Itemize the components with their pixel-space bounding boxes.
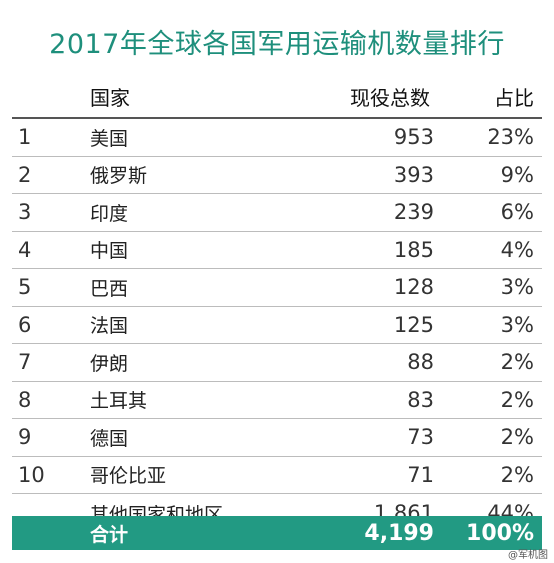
count-cell: 125	[393, 312, 434, 337]
country-cell: 印度	[90, 202, 129, 225]
share-cell: 9%	[500, 162, 534, 187]
count-cell: 88	[407, 350, 434, 375]
rank-cell: 6	[18, 312, 32, 337]
rank-cell: 3	[18, 200, 32, 225]
share-cell: 2%	[500, 425, 534, 450]
share-cell: 3%	[500, 312, 534, 337]
country-cell: 德国	[90, 427, 129, 450]
count-cell: 128	[393, 275, 434, 300]
table-header: 国家 现役总数 占比	[12, 76, 542, 119]
count-cell: 185	[393, 237, 434, 262]
count-cell: 239	[393, 200, 434, 225]
country-cell: 哥伦比亚	[90, 465, 167, 488]
table-row: 8 土耳其 83 2%	[12, 382, 542, 419]
ranking-table: 国家 现役总数 占比 1 美国 953 23% 2 俄罗斯 393 9% 3 印…	[12, 76, 542, 532]
page-title: 2017年全球各国军用运输机数量排行	[49, 29, 505, 60]
rank-cell: 9	[18, 425, 32, 450]
share-cell: 2%	[500, 350, 534, 375]
country-cell: 伊朗	[90, 352, 129, 375]
rank-cell: 10	[18, 462, 45, 487]
country-cell: 美国	[90, 127, 129, 150]
header-share: 占比	[494, 86, 534, 110]
share-cell: 23%	[487, 125, 534, 150]
count-cell: 83	[407, 387, 434, 412]
rank-cell: 2	[18, 162, 32, 187]
count-cell: 73	[407, 425, 434, 450]
header-count: 现役总数	[350, 86, 430, 110]
rank-cell: 7	[18, 350, 32, 375]
share-cell: 6%	[500, 200, 534, 225]
watermark: @军机图	[508, 550, 548, 561]
share-cell: 3%	[500, 275, 534, 300]
rank-cell: 5	[18, 275, 32, 300]
country-cell: 中国	[90, 240, 129, 263]
table-row: 3 印度 239 6%	[12, 194, 542, 232]
count-cell: 71	[407, 462, 434, 487]
total-label: 合计	[90, 523, 129, 546]
table-row: 9 德国 73 2%	[12, 419, 542, 457]
header-country: 国家	[90, 86, 130, 110]
rank-cell: 1	[18, 125, 32, 150]
country-cell: 俄罗斯	[90, 165, 148, 188]
table-row: 5 巴西 128 3%	[12, 269, 542, 307]
share-cell: 2%	[500, 462, 534, 487]
country-cell: 法国	[90, 315, 129, 338]
total-row: 合计 4,199 100%	[12, 516, 542, 550]
count-cell: 393	[393, 162, 434, 187]
table-row: 1 美国 953 23%	[12, 119, 542, 157]
table-row: 6 法国 125 3%	[12, 307, 542, 344]
share-cell: 4%	[500, 237, 534, 262]
table-row: 7 伊朗 88 2%	[12, 344, 542, 382]
share-cell: 2%	[500, 387, 534, 412]
rank-cell: 4	[18, 237, 32, 262]
rank-cell: 8	[18, 387, 32, 412]
country-cell: 巴西	[90, 277, 129, 300]
table-row: 2 俄罗斯 393 9%	[12, 157, 542, 194]
total-count: 4,199	[364, 520, 434, 546]
table-row: 4 中国 185 4%	[12, 232, 542, 269]
total-share: 100%	[466, 520, 534, 546]
country-cell: 土耳其	[90, 390, 148, 413]
table-row: 10 哥伦比亚 71 2%	[12, 457, 542, 494]
count-cell: 953	[393, 125, 434, 150]
